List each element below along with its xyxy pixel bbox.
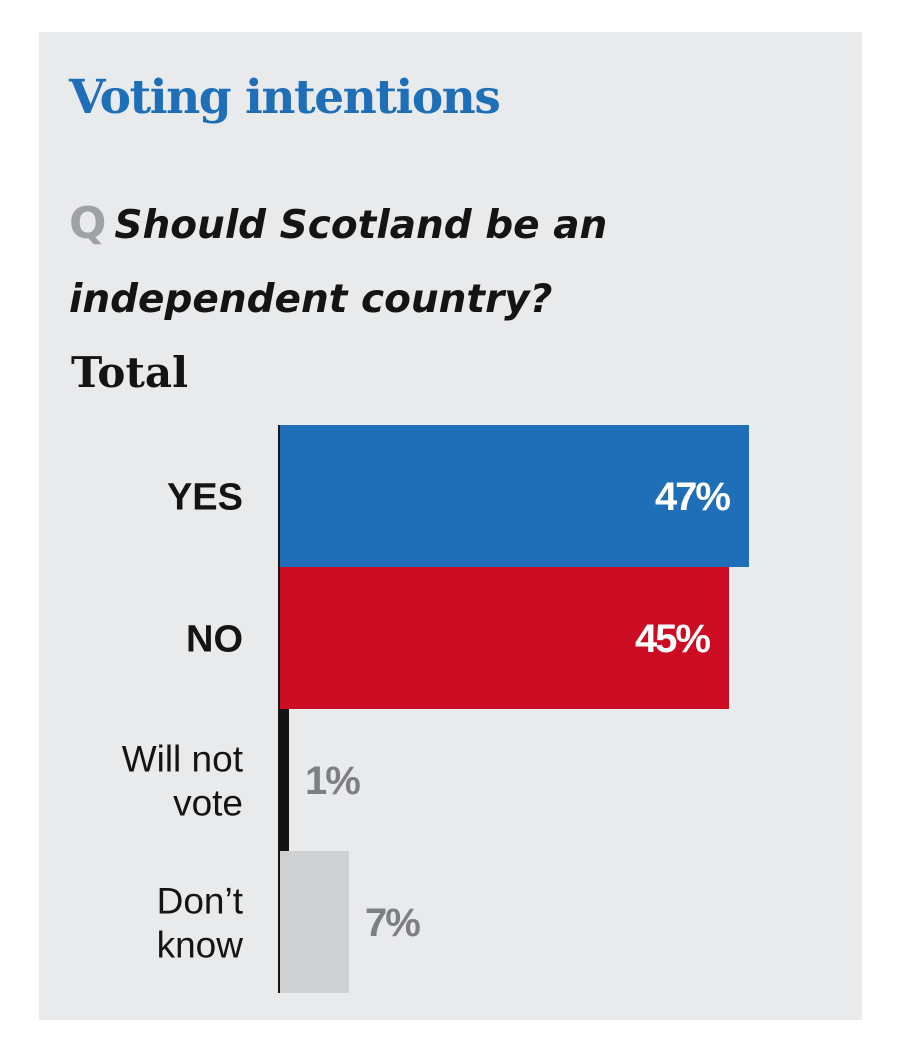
question-marker: Q xyxy=(69,198,107,249)
value-label-will-not-vote: 1% xyxy=(305,759,360,803)
bar-will-not-vote xyxy=(279,709,289,851)
category-label-yes: YES xyxy=(167,477,243,519)
value-label-yes: 47% xyxy=(655,475,730,519)
question-line-1: Q Should Scotland be an xyxy=(69,187,849,263)
question: Q Should Scotland be an independent count… xyxy=(69,187,849,337)
category-label-no: NO xyxy=(186,619,243,661)
category-label-dont-know: Don’t know xyxy=(157,880,244,965)
bar-dont-know xyxy=(279,851,349,993)
bar-yes xyxy=(279,425,749,567)
value-label-no: 45% xyxy=(635,617,710,661)
bar-no xyxy=(279,567,729,709)
question-line-2: independent country? xyxy=(69,277,553,322)
chart-title: Voting intentions xyxy=(69,70,501,125)
question-text-1: Should Scotland be an xyxy=(114,203,608,248)
category-label-will-not-vote: Will not vote xyxy=(122,738,244,823)
value-label-dont-know: 7% xyxy=(365,901,420,945)
section-label: Total xyxy=(71,348,189,397)
